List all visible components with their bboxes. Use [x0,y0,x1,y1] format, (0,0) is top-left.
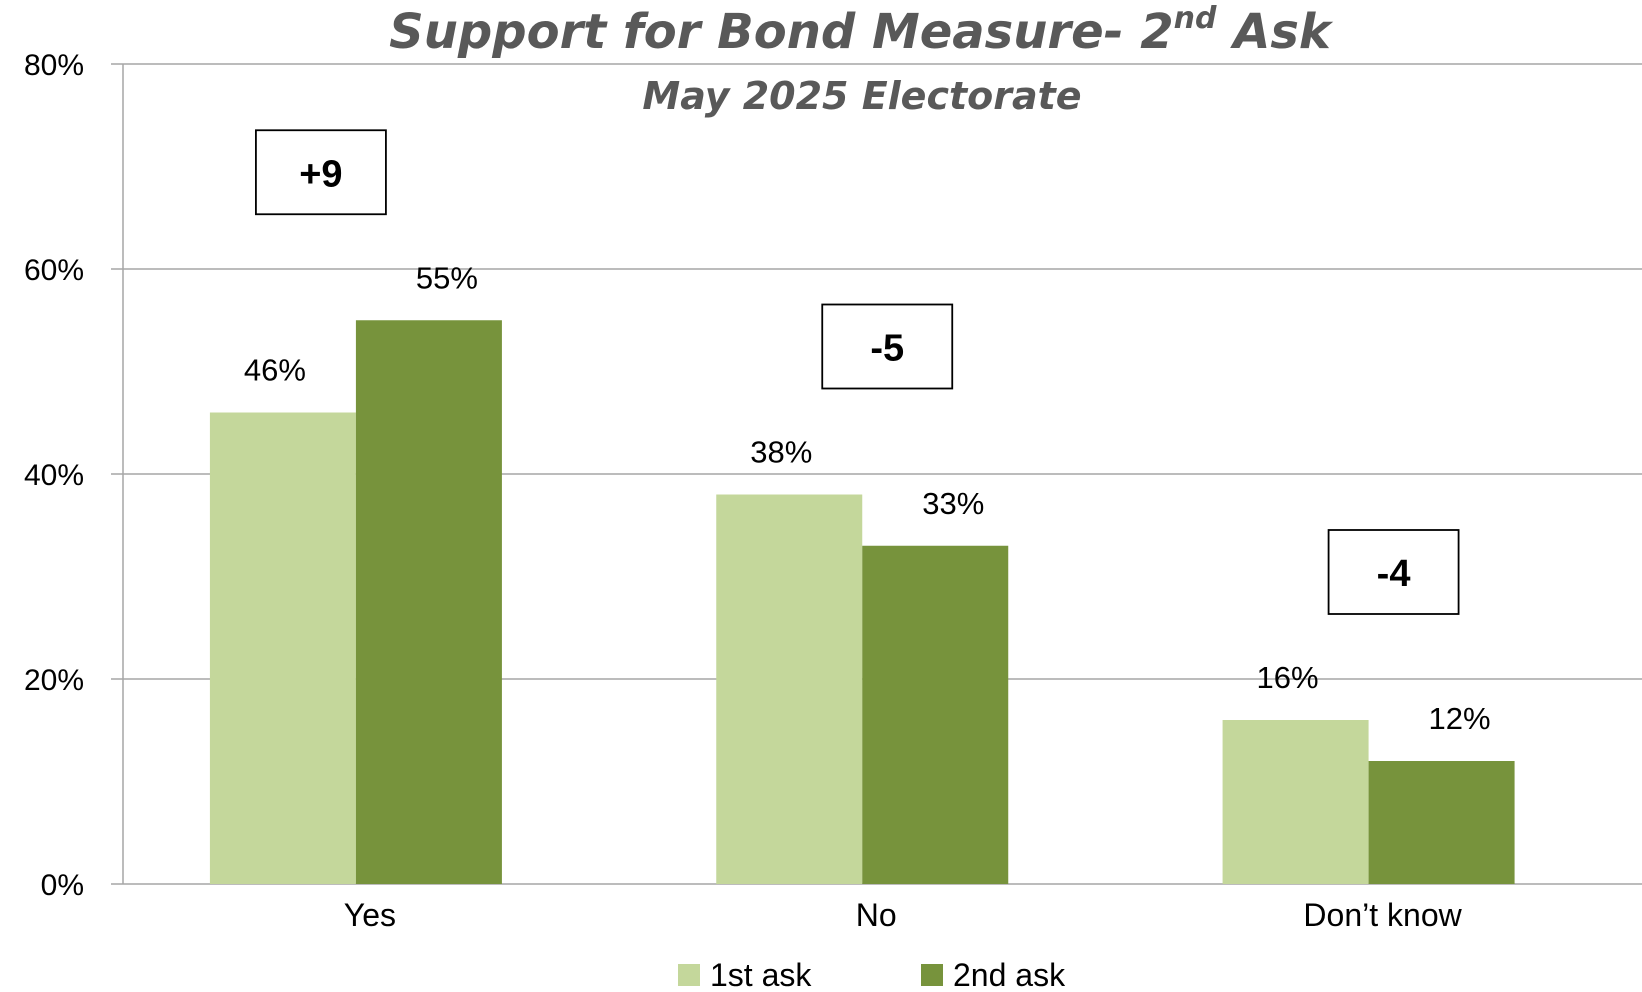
data-label: 46% [244,353,306,388]
difference-value: -5 [870,328,904,370]
difference-value: +9 [299,153,342,195]
chart-title-superscript: nd [1174,1,1217,36]
difference-value: -4 [1377,553,1411,595]
difference-boxes: +9 -5 -4 [255,129,1460,615]
category-label: Don’t know [1303,897,1462,933]
y-tick-label: 60% [24,254,84,287]
category-label: Yes [344,897,396,933]
chart-title: Support for Bond Measure- 2nd Ask [389,1,1334,60]
bar-second-ask [355,320,502,884]
bars [209,320,1515,884]
bar-second-ask [1368,761,1515,884]
y-tick-label: 20% [24,664,84,697]
data-labels: 46% 55% 38% 33% 16% 12% [244,260,1491,736]
bar-first-ask [716,494,863,884]
data-label: 33% [922,486,984,521]
difference-box [1327,529,1460,615]
bar-first-ask [1222,720,1369,884]
legend-label: 1st ask [710,957,812,992]
chart-subtitle: May 2025 Electorate [642,74,1081,118]
y-axis-ticks: 0% 20% 40% 60% 80% [24,49,84,902]
category-label: No [856,897,897,933]
data-label: 55% [416,260,478,295]
y-tick-label: 40% [24,459,84,492]
legend: 1st ask 2nd ask [678,957,1066,992]
chart-title-end: Ask [1217,4,1334,60]
bar-first-ask [209,412,356,884]
legend-label: 2nd ask [953,957,1066,992]
chart-title-main: Support for Bond Measure- 2 [389,4,1174,60]
difference-box [821,303,954,390]
bar-second-ask [862,545,1009,884]
y-tick-label: 80% [24,49,84,82]
y-tick-label: 0% [41,869,84,902]
legend-swatch-second-ask [921,964,943,986]
data-label: 38% [750,435,812,470]
difference-box [255,129,387,216]
legend-swatch-first-ask [678,964,700,986]
data-label: 16% [1257,660,1319,695]
data-label: 12% [1429,701,1491,736]
category-labels: Yes No Don’t know [344,897,1463,933]
